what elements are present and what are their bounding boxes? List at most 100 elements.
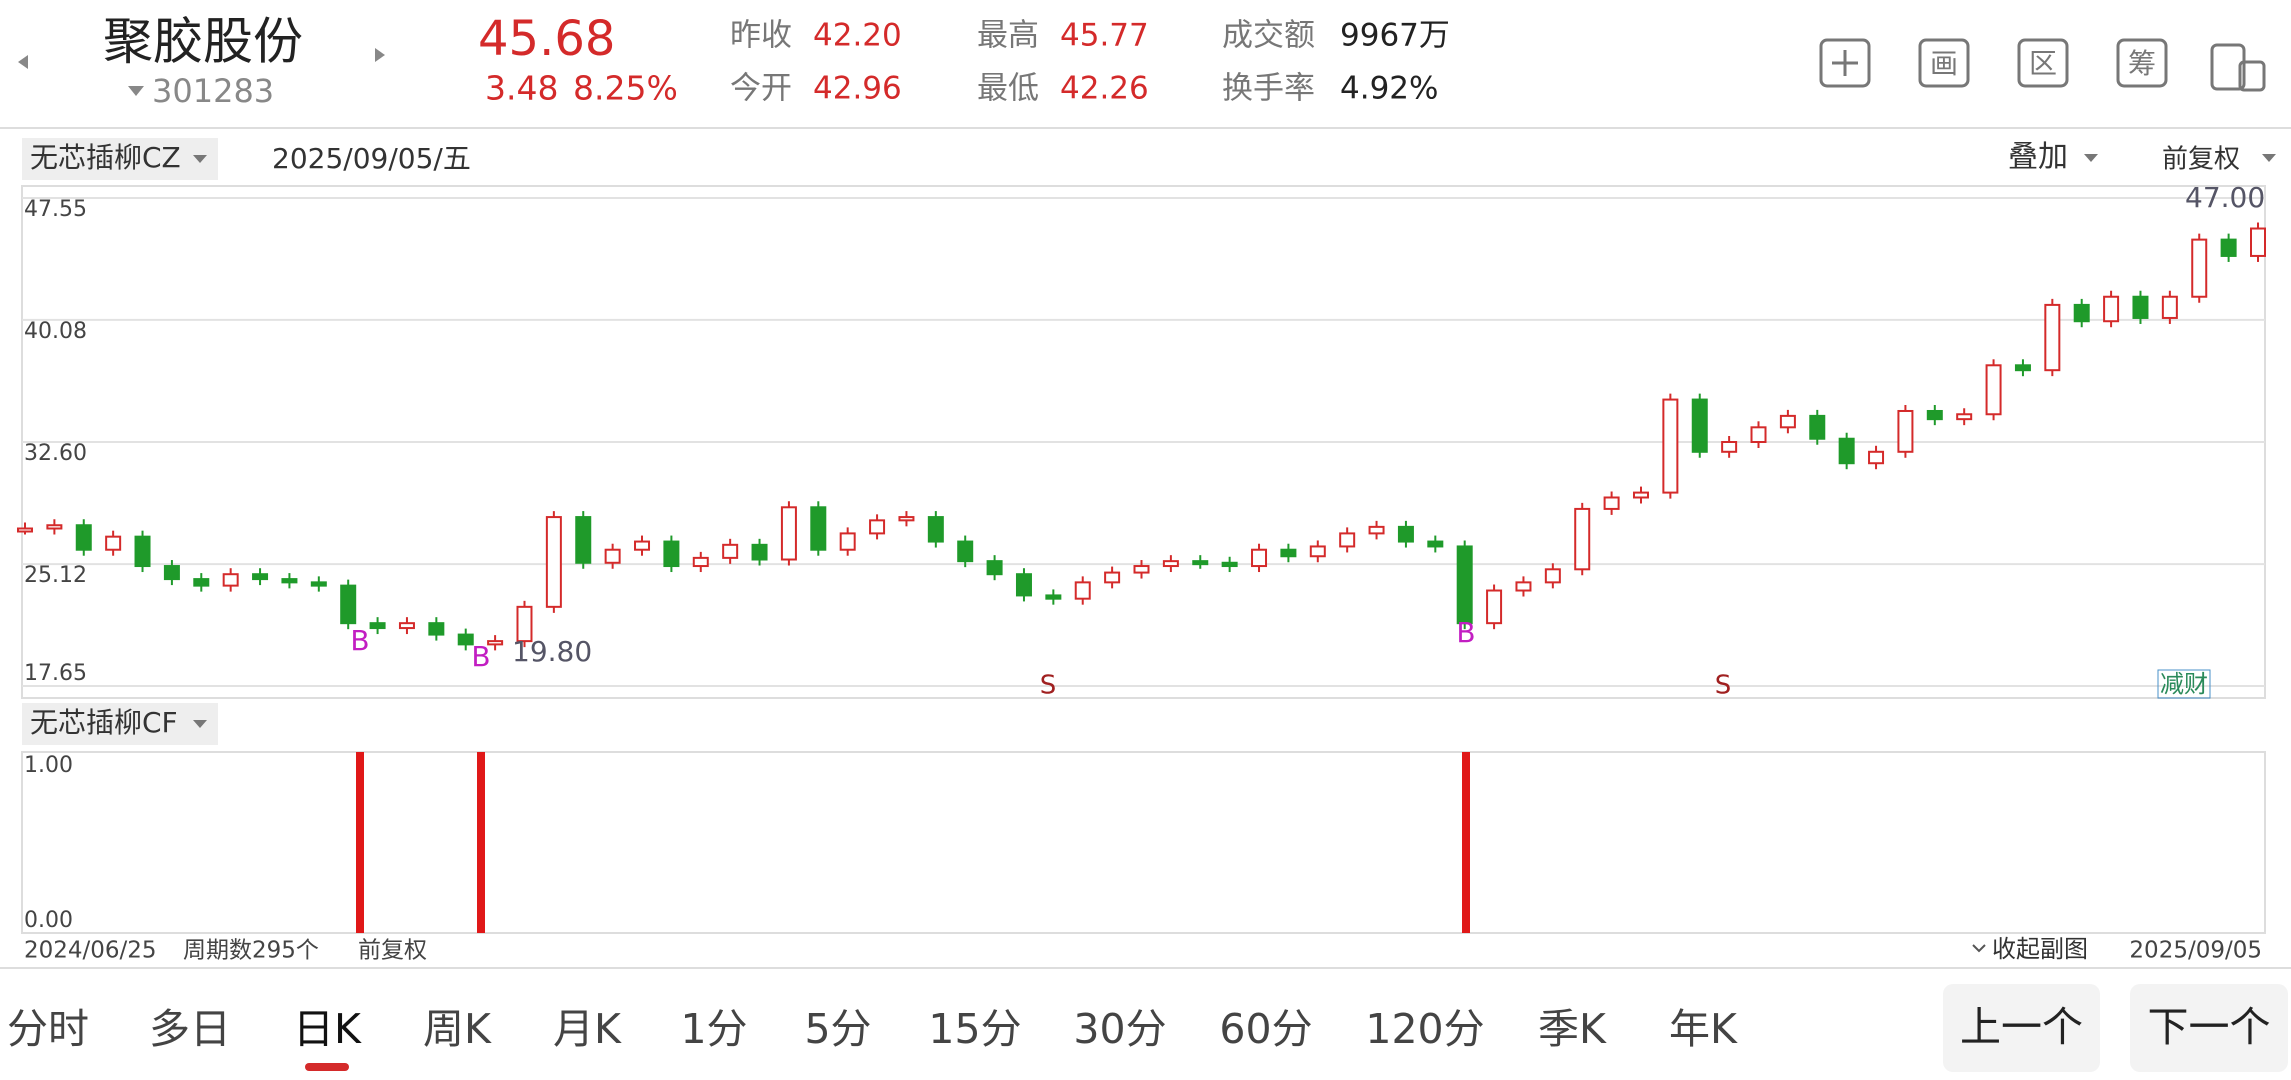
stat-value: 42.96: [813, 71, 902, 107]
candle: [1309, 545, 1326, 558]
stock-name: 聚胶股份: [103, 13, 303, 71]
sub-frame: [21, 751, 2266, 934]
tab[interactable]: 120分: [1365, 1005, 1484, 1053]
tab[interactable]: 年K: [1669, 1005, 1738, 1053]
candle: [428, 622, 445, 636]
candle: [457, 633, 474, 646]
nav-button-label[interactable]: 上一个: [1960, 1003, 2083, 1051]
y-tick-label: 40.08: [24, 319, 87, 344]
candle: [75, 524, 92, 551]
caret: [2262, 154, 2276, 162]
candle: [2014, 364, 2031, 372]
tab[interactable]: 月K: [553, 1005, 622, 1053]
prev-arrow[interactable]: [18, 55, 28, 69]
candle: [163, 565, 180, 581]
tab[interactable]: 分时: [7, 1005, 89, 1053]
icon-text: 画: [1930, 47, 1958, 80]
candle: [2044, 303, 2061, 372]
candle: [1192, 560, 1209, 566]
candle: [575, 516, 592, 564]
tab[interactable]: 5分: [804, 1005, 871, 1053]
candle: [1162, 560, 1179, 568]
candle: [1045, 594, 1062, 600]
stat-label: 成交额: [1222, 18, 1315, 54]
badge: 减财: [2160, 670, 2208, 698]
indicator-box[interactable]: [22, 703, 218, 745]
icon-button[interactable]: [2017, 38, 2069, 88]
candle: [516, 605, 533, 643]
candle: [2161, 295, 2178, 319]
footer-periods: 周期数295个: [183, 938, 319, 964]
stat-value: 45.77: [1060, 18, 1149, 54]
candle: [105, 535, 122, 551]
icon-button[interactable]: [2116, 38, 2168, 88]
candle: [17, 527, 33, 533]
nav-button[interactable]: [1943, 984, 2100, 1072]
y-tick-label: 47.55: [24, 197, 87, 222]
change: 3.48: [485, 69, 558, 108]
price-annotation: 19.80: [512, 635, 592, 668]
nav-button-label[interactable]: 下一个: [2148, 1003, 2271, 1051]
adjust[interactable]: 前复权: [2162, 145, 2240, 175]
candle: [2220, 238, 2237, 257]
signal-marker: B: [471, 640, 490, 673]
tab[interactable]: 日K: [293, 1005, 362, 1053]
candle: [1104, 571, 1121, 584]
candle: [986, 560, 1003, 576]
candle: [927, 516, 944, 543]
footer-adjust: 前复权: [358, 938, 427, 964]
tab[interactable]: 1分: [680, 1005, 747, 1053]
candle: [1221, 561, 1238, 568]
nav-button[interactable]: [2130, 984, 2288, 1072]
next-arrow[interactable]: [375, 48, 385, 62]
candle: [663, 540, 680, 568]
tab[interactable]: 15分: [928, 1005, 1021, 1053]
overlay[interactable]: 叠加: [2008, 140, 2068, 175]
candle: [2103, 295, 2120, 323]
icon-button[interactable]: [1819, 38, 1871, 88]
change-pct: 8.25%: [573, 69, 678, 108]
y-tick-label: 1.00: [24, 753, 73, 778]
icon-text: 区: [2029, 47, 2057, 80]
indicator: 无芯插柳CZ: [30, 141, 181, 174]
candle: [1721, 441, 1738, 453]
caret: [193, 155, 207, 163]
candle: [46, 524, 63, 530]
signal-marker: B: [350, 624, 369, 657]
candle: [810, 506, 827, 551]
candle: [369, 622, 386, 630]
tab[interactable]: 多日: [149, 1005, 231, 1053]
tab[interactable]: 周K: [423, 1005, 492, 1053]
signal-marker: S: [1040, 671, 1057, 701]
candle: [722, 543, 739, 559]
stat-value: 42.20: [813, 18, 902, 54]
candle: [1603, 496, 1620, 510]
stat-label: 最低: [977, 71, 1039, 107]
candle: [2132, 295, 2149, 319]
indicator-box[interactable]: [22, 138, 218, 180]
candle: [634, 540, 651, 551]
code-arrow: [128, 86, 144, 96]
rotate-icon[interactable]: [2210, 43, 2246, 91]
icon-button[interactable]: [1918, 38, 1970, 88]
candle: [545, 516, 562, 608]
y-tick-label: 17.65: [24, 661, 87, 686]
candle: [222, 573, 239, 587]
candle: [2073, 303, 2090, 323]
candle: [1280, 548, 1297, 558]
candle: [1985, 364, 2002, 416]
tab[interactable]: 60分: [1219, 1005, 1312, 1053]
y-tick-label: 25.12: [24, 563, 87, 588]
collapse[interactable]: 收起副图: [1992, 935, 2088, 963]
candle: [252, 573, 269, 581]
signal-marker: B: [1456, 616, 1475, 649]
candle: [1544, 568, 1561, 584]
candle: [1838, 437, 1855, 465]
candle: [398, 622, 415, 630]
candle: [1779, 414, 1796, 429]
tab[interactable]: 30分: [1073, 1005, 1166, 1053]
tab[interactable]: 季K: [1538, 1005, 1607, 1053]
stat-value: 42.26: [1060, 71, 1149, 107]
price: 45.68: [478, 11, 615, 67]
